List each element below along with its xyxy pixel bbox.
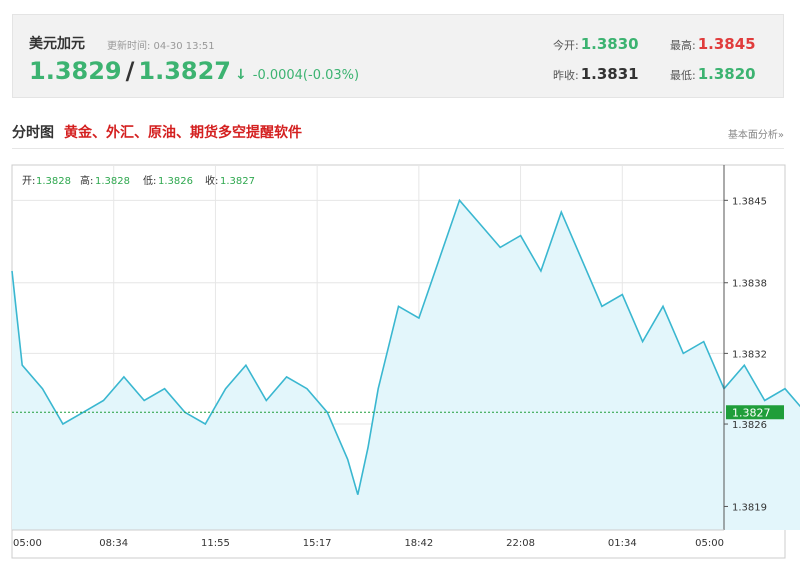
low-value: 1.3820 [697, 65, 756, 83]
bid-price: 1.3829 [29, 57, 122, 85]
x-tick-label: 18:42 [404, 538, 433, 549]
x-tick-label: 05:00 [13, 538, 42, 549]
low-label: 最低: [670, 69, 696, 82]
high-stat: 最高: 1.3845 [670, 35, 756, 53]
fundamental-analysis-link[interactable]: 基本面分析» [727, 130, 784, 141]
open-label: 今开: [553, 39, 579, 52]
currency-pair-name: 美元加元 [29, 36, 85, 52]
prev-close-stat: 昨收: 1.3831 [553, 65, 639, 83]
y-tick-label: 1.3819 [732, 502, 767, 513]
ohlc-open-label: 开: [22, 176, 35, 187]
x-tick-label: 05:00 [695, 538, 724, 549]
current-price: 1.3829/1.3827 ↓ -0.0004(-0.03%) [29, 57, 359, 85]
ohlc-high-value: 1.3828 [95, 176, 130, 187]
ohlc-high-label: 高: [80, 174, 93, 187]
ohlc-readout: 开: 1.3828 高: 1.3828 低: 1.3826 收: 1.3827 [22, 174, 255, 187]
y-tick-label: 1.3845 [732, 196, 767, 207]
ohlc-low-value: 1.3826 [158, 176, 193, 187]
open-stat: 今开: 1.3830 [553, 35, 639, 53]
high-value: 1.3845 [697, 35, 756, 53]
current-price-tag: 1.3827 [726, 405, 784, 420]
section-divider [12, 148, 784, 149]
price-separator: / [125, 57, 135, 85]
section-title-row: 分时图 黄金、外汇、原油、期货多空提醒软件 基本面分析» [12, 122, 784, 144]
price-line [11, 198, 800, 495]
y-tick-label: 1.3838 [732, 279, 767, 290]
y-tick-label: 1.3832 [732, 349, 767, 360]
quote-header: 美元加元 更新时间: 04-30 13:51 1.3829/1.3827 ↓ -0.… [12, 14, 784, 98]
ohlc-close-value: 1.3827 [220, 176, 255, 187]
current-price-label: 1.3827 [732, 406, 771, 419]
promo-link[interactable]: 黄金、外汇、原油、期货多空提醒软件 [64, 125, 302, 141]
price-area-fill [12, 200, 800, 530]
price-change: -0.0004(-0.03%) [252, 68, 360, 83]
x-tick-label: 08:34 [99, 538, 128, 549]
x-tick-label: 11:55 [201, 538, 230, 549]
open-value: 1.3830 [580, 35, 639, 53]
prev-close-value: 1.3831 [580, 65, 639, 83]
x-tick-label: 01:34 [608, 538, 637, 549]
low-stat: 最低: 1.3820 [670, 65, 756, 83]
y-tick-label: 1.3826 [732, 420, 767, 431]
ask-price: 1.3827 [138, 57, 232, 85]
high-label: 最高: [670, 39, 696, 52]
x-tick-label: 22:08 [506, 538, 535, 549]
ohlc-low-label: 低: [143, 174, 156, 187]
prev-close-label: 昨收: [553, 69, 579, 82]
down-arrow-icon: ↓ [235, 67, 247, 83]
y-axis-ticks: 1.3845 1.3838 1.3832 1.3826 1.3819 [724, 196, 767, 513]
ohlc-close-label: 收: [205, 174, 218, 187]
timeshare-chart-title: 分时图 [12, 125, 54, 141]
update-time: 更新时间: 04-30 13:51 [107, 41, 215, 52]
x-tick-label: 15:17 [303, 538, 332, 549]
x-axis-ticks: 05:00 08:34 11:55 15:17 18:42 22:08 01:34 05:00 [13, 538, 724, 549]
ohlc-open-value: 1.3828 [36, 176, 71, 187]
